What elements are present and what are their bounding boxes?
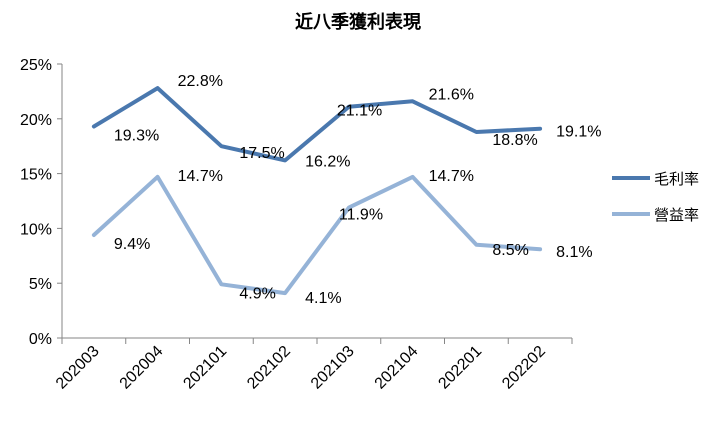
data-label: 11.9% <box>339 207 383 224</box>
series-line-1 <box>91 86 543 163</box>
legend-label: 營益率 <box>654 206 699 224</box>
data-label: 16.2% <box>305 153 350 170</box>
y-tick-label: 10% <box>20 221 52 238</box>
data-label: 17.5% <box>239 145 284 162</box>
x-tick-label: 202003 <box>53 343 103 393</box>
data-label: 14.7% <box>429 168 474 185</box>
data-label: 19.1% <box>556 124 601 141</box>
chart-title: 近八季獲利表現 <box>295 11 421 33</box>
series-group <box>91 86 543 296</box>
y-tick-label: 15% <box>20 167 52 184</box>
data-label: 8.5% <box>492 242 528 259</box>
data-label: 4.9% <box>239 285 275 302</box>
legend-label: 毛利率 <box>654 170 699 188</box>
x-tick-label: 202103 <box>308 343 358 393</box>
x-tick-label: 202004 <box>117 343 167 393</box>
data-label: 19.3% <box>114 127 159 144</box>
data-label: 4.1% <box>305 290 341 307</box>
x-tick-label: 202202 <box>499 343 549 393</box>
data-labels: 19.3% 22.8% 17.5% 16.2% 21.1% 21.6% 18.8% 19.1%… <box>114 73 602 307</box>
y-tick-label: 0% <box>29 331 52 348</box>
y-tick-label: 25% <box>20 57 52 74</box>
series-line-2 <box>91 174 543 296</box>
x-tick-label: 202201 <box>435 343 485 393</box>
data-label: 8.1% <box>556 244 592 261</box>
data-label: 14.7% <box>178 168 223 185</box>
x-tick-label: 202104 <box>372 343 422 393</box>
y-tick-label: 20% <box>20 112 52 129</box>
data-label: 18.8% <box>492 132 537 149</box>
data-label: 21.1% <box>337 103 382 120</box>
data-label: 21.6% <box>429 86 474 103</box>
x-tick-label: 202101 <box>180 343 230 393</box>
data-label: 9.4% <box>114 236 150 253</box>
x-tick-label: 202102 <box>244 343 294 393</box>
data-label: 22.8% <box>178 73 223 90</box>
y-tick-label: 5% <box>29 276 52 293</box>
